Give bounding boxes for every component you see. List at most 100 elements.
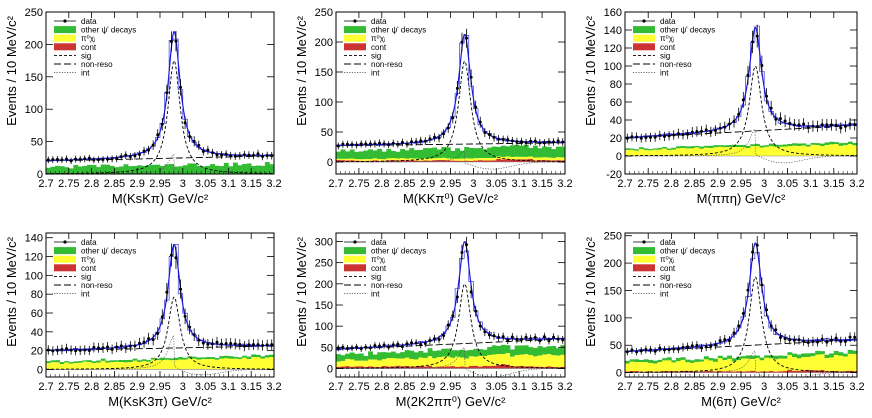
cont-bin xyxy=(459,160,465,162)
other-bin xyxy=(676,146,681,149)
pi0chi-bin xyxy=(260,358,266,370)
pi0chi-bin xyxy=(432,358,438,368)
pi0chi-bin xyxy=(354,159,360,161)
cont-bin xyxy=(482,160,488,162)
other-bin xyxy=(73,361,79,364)
cont-bin xyxy=(368,160,373,162)
cont-bin xyxy=(455,160,460,162)
pi0chi-bin xyxy=(838,355,844,372)
other-bin xyxy=(255,354,261,358)
pi0chi-bin xyxy=(805,356,811,370)
int-curve xyxy=(336,150,565,170)
data-point xyxy=(224,342,228,346)
other-bin xyxy=(680,146,686,149)
x-tick-label: 3.1 xyxy=(803,178,818,190)
pi0chi-bin xyxy=(694,147,700,156)
cont-bin xyxy=(496,364,502,369)
pi0chi-bin xyxy=(137,361,143,370)
pi0chi-bin xyxy=(852,145,858,156)
x-tick-label: 3.05 xyxy=(777,178,798,190)
legend-int-label: int xyxy=(371,290,380,299)
data-point xyxy=(556,337,560,341)
x-tick-label: 2.85 xyxy=(684,381,705,393)
cont-bin xyxy=(731,371,737,373)
cont-bin xyxy=(372,366,378,369)
other-bin xyxy=(648,149,654,151)
other-bin xyxy=(829,353,835,358)
other-bin xyxy=(560,146,566,158)
cont-bin xyxy=(496,159,502,162)
other-bin xyxy=(759,145,765,148)
other-bin xyxy=(68,168,74,174)
other-bin xyxy=(191,163,197,174)
legend-data-label: data xyxy=(81,238,97,247)
pi0chi-bin xyxy=(768,146,774,156)
other-bin xyxy=(436,149,442,159)
x-axis-label: M(2K2ππ⁰) GeV/c² xyxy=(396,394,507,409)
y-tick-label: 50 xyxy=(321,342,333,354)
data-point xyxy=(487,133,491,137)
other-bin xyxy=(648,360,654,364)
data-point xyxy=(662,134,666,138)
pi0chi-bin xyxy=(423,358,428,367)
other-bin xyxy=(64,167,70,174)
data-point xyxy=(242,153,246,157)
data-point xyxy=(469,290,473,294)
other-bin xyxy=(455,148,460,159)
other-bin xyxy=(64,361,70,363)
data-point xyxy=(478,120,482,124)
x-tick-label: 2.85 xyxy=(104,381,125,393)
other-bin xyxy=(496,345,502,355)
pi0chi-bin xyxy=(109,362,115,370)
pi0chi-bin xyxy=(741,147,746,156)
other-bin xyxy=(210,164,216,174)
pi0chi-bin xyxy=(764,146,770,156)
y-tick-label: 50 xyxy=(610,340,622,352)
data-point xyxy=(755,243,759,247)
data-point xyxy=(658,346,662,350)
data-point xyxy=(737,112,741,116)
data-point xyxy=(709,130,713,134)
cont-bin xyxy=(436,366,442,369)
other-bin xyxy=(847,141,853,145)
data-point xyxy=(414,140,418,144)
x-tick-label: 2.8 xyxy=(374,381,389,393)
data-point xyxy=(210,151,214,155)
data-point xyxy=(215,340,219,344)
other-bin xyxy=(137,360,143,362)
pi0chi-bin xyxy=(455,158,460,161)
data-point xyxy=(630,348,634,352)
nonreso-curve xyxy=(46,345,275,352)
cont-bin xyxy=(381,160,387,162)
data-point xyxy=(128,344,132,348)
pi0chi-bin xyxy=(64,362,70,370)
other-bin xyxy=(468,147,474,159)
pi0chi-bin xyxy=(404,158,410,161)
cont-bin xyxy=(542,367,547,369)
x-tick-label: 2.85 xyxy=(104,178,125,190)
data-point xyxy=(65,157,69,161)
other-bin xyxy=(477,349,483,356)
x-tick-label: 3.2 xyxy=(557,178,572,190)
legend-sig-label: sig xyxy=(81,272,91,281)
x-tick-label: 2.95 xyxy=(440,381,461,393)
other-bin xyxy=(722,357,728,361)
data-point xyxy=(783,119,787,123)
y-tick-label: 250 xyxy=(315,7,333,19)
pi0chi-bin xyxy=(264,357,270,370)
other-bin xyxy=(555,146,561,158)
data-point xyxy=(106,345,110,349)
other-bin xyxy=(82,165,88,174)
pi0chi-bin xyxy=(345,358,351,367)
other-bin xyxy=(500,344,506,355)
other-bin xyxy=(551,346,557,356)
pi0chi-bin xyxy=(496,354,502,365)
legend-cont-label: cont xyxy=(371,43,387,52)
pi0chi-bin xyxy=(782,358,788,372)
other-bin xyxy=(782,144,788,147)
other-bin xyxy=(413,352,419,360)
pi0chi-bin xyxy=(727,147,733,156)
other-bin xyxy=(160,357,165,360)
other-bin xyxy=(505,345,511,354)
data-point xyxy=(552,335,556,339)
